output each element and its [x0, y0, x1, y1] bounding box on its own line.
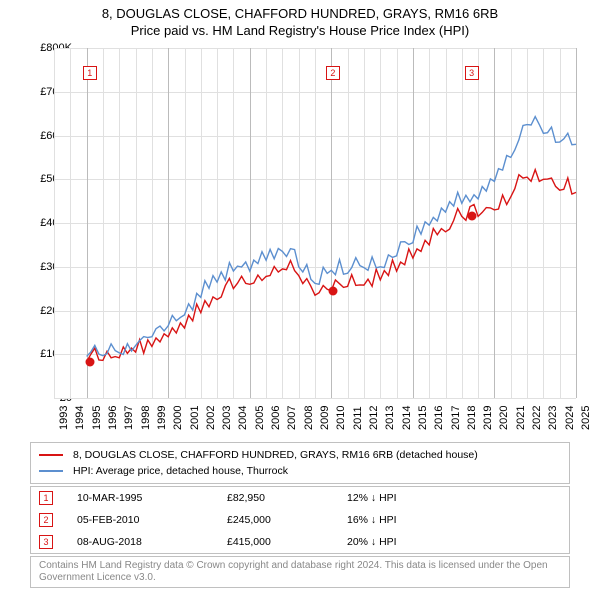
- x-tick-label: 2006: [270, 406, 282, 430]
- row-marker-icon: 1: [39, 491, 53, 505]
- x-tick-label: 2019: [482, 406, 494, 430]
- x-tick-label: 2020: [498, 406, 510, 430]
- x-tick-label: 1997: [123, 406, 135, 430]
- row-marker-icon: 2: [39, 513, 53, 527]
- x-tick-label: 1998: [140, 406, 152, 430]
- x-tick-label: 2014: [401, 406, 413, 430]
- marker-dot-1: [85, 357, 94, 366]
- footer-attribution: Contains HM Land Registry data © Crown c…: [30, 556, 570, 588]
- plot-area: 1 2 3: [54, 48, 576, 398]
- x-tick-label: 1994: [74, 406, 86, 430]
- table-row: 1 10-MAR-1995 £82,950 12% ↓ HPI: [31, 487, 569, 509]
- chart-container: 8, DOUGLAS CLOSE, CHAFFORD HUNDRED, GRAY…: [0, 0, 600, 590]
- x-tick-label: 2003: [221, 406, 233, 430]
- x-tick-label: 2000: [172, 406, 184, 430]
- row-delta: 20% ↓ HPI: [347, 536, 467, 548]
- x-tick-label: 2010: [335, 406, 347, 430]
- marker-dot-2: [328, 286, 337, 295]
- legend-row-0: 8, DOUGLAS CLOSE, CHAFFORD HUNDRED, GRAY…: [39, 447, 561, 463]
- legend-row-1: HPI: Average price, detached house, Thur…: [39, 463, 561, 479]
- x-tick-label: 1993: [58, 406, 70, 430]
- series-price_paid: [87, 170, 576, 362]
- x-tick-label: 2004: [237, 406, 249, 430]
- x-tick-label: 2018: [466, 406, 478, 430]
- x-tick-label: 2023: [547, 406, 559, 430]
- series-hpi: [87, 117, 576, 357]
- marker-box-2: 2: [326, 66, 340, 80]
- title-line-1: 8, DOUGLAS CLOSE, CHAFFORD HUNDRED, GRAY…: [0, 6, 600, 23]
- table-row: 2 05-FEB-2010 £245,000 16% ↓ HPI: [31, 509, 569, 531]
- x-tick-label: 2005: [254, 406, 266, 430]
- series-svg: [54, 48, 576, 398]
- title-block: 8, DOUGLAS CLOSE, CHAFFORD HUNDRED, GRAY…: [0, 0, 600, 40]
- x-tick-label: 1996: [107, 406, 119, 430]
- x-tick-label: 2016: [433, 406, 445, 430]
- legend-swatch-0: [39, 454, 63, 456]
- marker-dot-3: [467, 212, 476, 221]
- row-delta: 12% ↓ HPI: [347, 492, 467, 504]
- legend-label-1: HPI: Average price, detached house, Thur…: [73, 465, 288, 477]
- row-date: 08-AUG-2018: [77, 536, 227, 548]
- row-delta: 16% ↓ HPI: [347, 514, 467, 526]
- title-line-2: Price paid vs. HM Land Registry's House …: [0, 23, 600, 40]
- x-tick-label: 2011: [352, 406, 364, 430]
- x-tick-label: 2021: [515, 406, 527, 430]
- row-date: 05-FEB-2010: [77, 514, 227, 526]
- x-tick-label: 2022: [531, 406, 543, 430]
- x-tick-label: 2002: [205, 406, 217, 430]
- row-price: £82,950: [227, 492, 347, 504]
- row-date: 10-MAR-1995: [77, 492, 227, 504]
- x-tick-label: 2013: [384, 406, 396, 430]
- legend-swatch-1: [39, 470, 63, 472]
- table-row: 3 08-AUG-2018 £415,000 20% ↓ HPI: [31, 531, 569, 553]
- x-tick-label: 2017: [450, 406, 462, 430]
- x-tick-label: 1999: [156, 406, 168, 430]
- x-tick-label: 2001: [189, 406, 201, 430]
- x-tick-label: 2012: [368, 406, 380, 430]
- x-tick-label: 2008: [303, 406, 315, 430]
- row-price: £245,000: [227, 514, 347, 526]
- x-tick-label: 2025: [580, 406, 592, 430]
- marker-box-1: 1: [83, 66, 97, 80]
- marker-box-3: 3: [465, 66, 479, 80]
- x-tick-label: 2024: [564, 406, 576, 430]
- row-price: £415,000: [227, 536, 347, 548]
- row-marker-icon: 3: [39, 535, 53, 549]
- x-tick-label: 2015: [417, 406, 429, 430]
- sales-table: 1 10-MAR-1995 £82,950 12% ↓ HPI 2 05-FEB…: [30, 486, 570, 554]
- x-tick-label: 2009: [319, 406, 331, 430]
- legend: 8, DOUGLAS CLOSE, CHAFFORD HUNDRED, GRAY…: [30, 442, 570, 484]
- legend-label-0: 8, DOUGLAS CLOSE, CHAFFORD HUNDRED, GRAY…: [73, 449, 478, 461]
- x-tick-label: 2007: [286, 406, 298, 430]
- x-tick-label: 1995: [91, 406, 103, 430]
